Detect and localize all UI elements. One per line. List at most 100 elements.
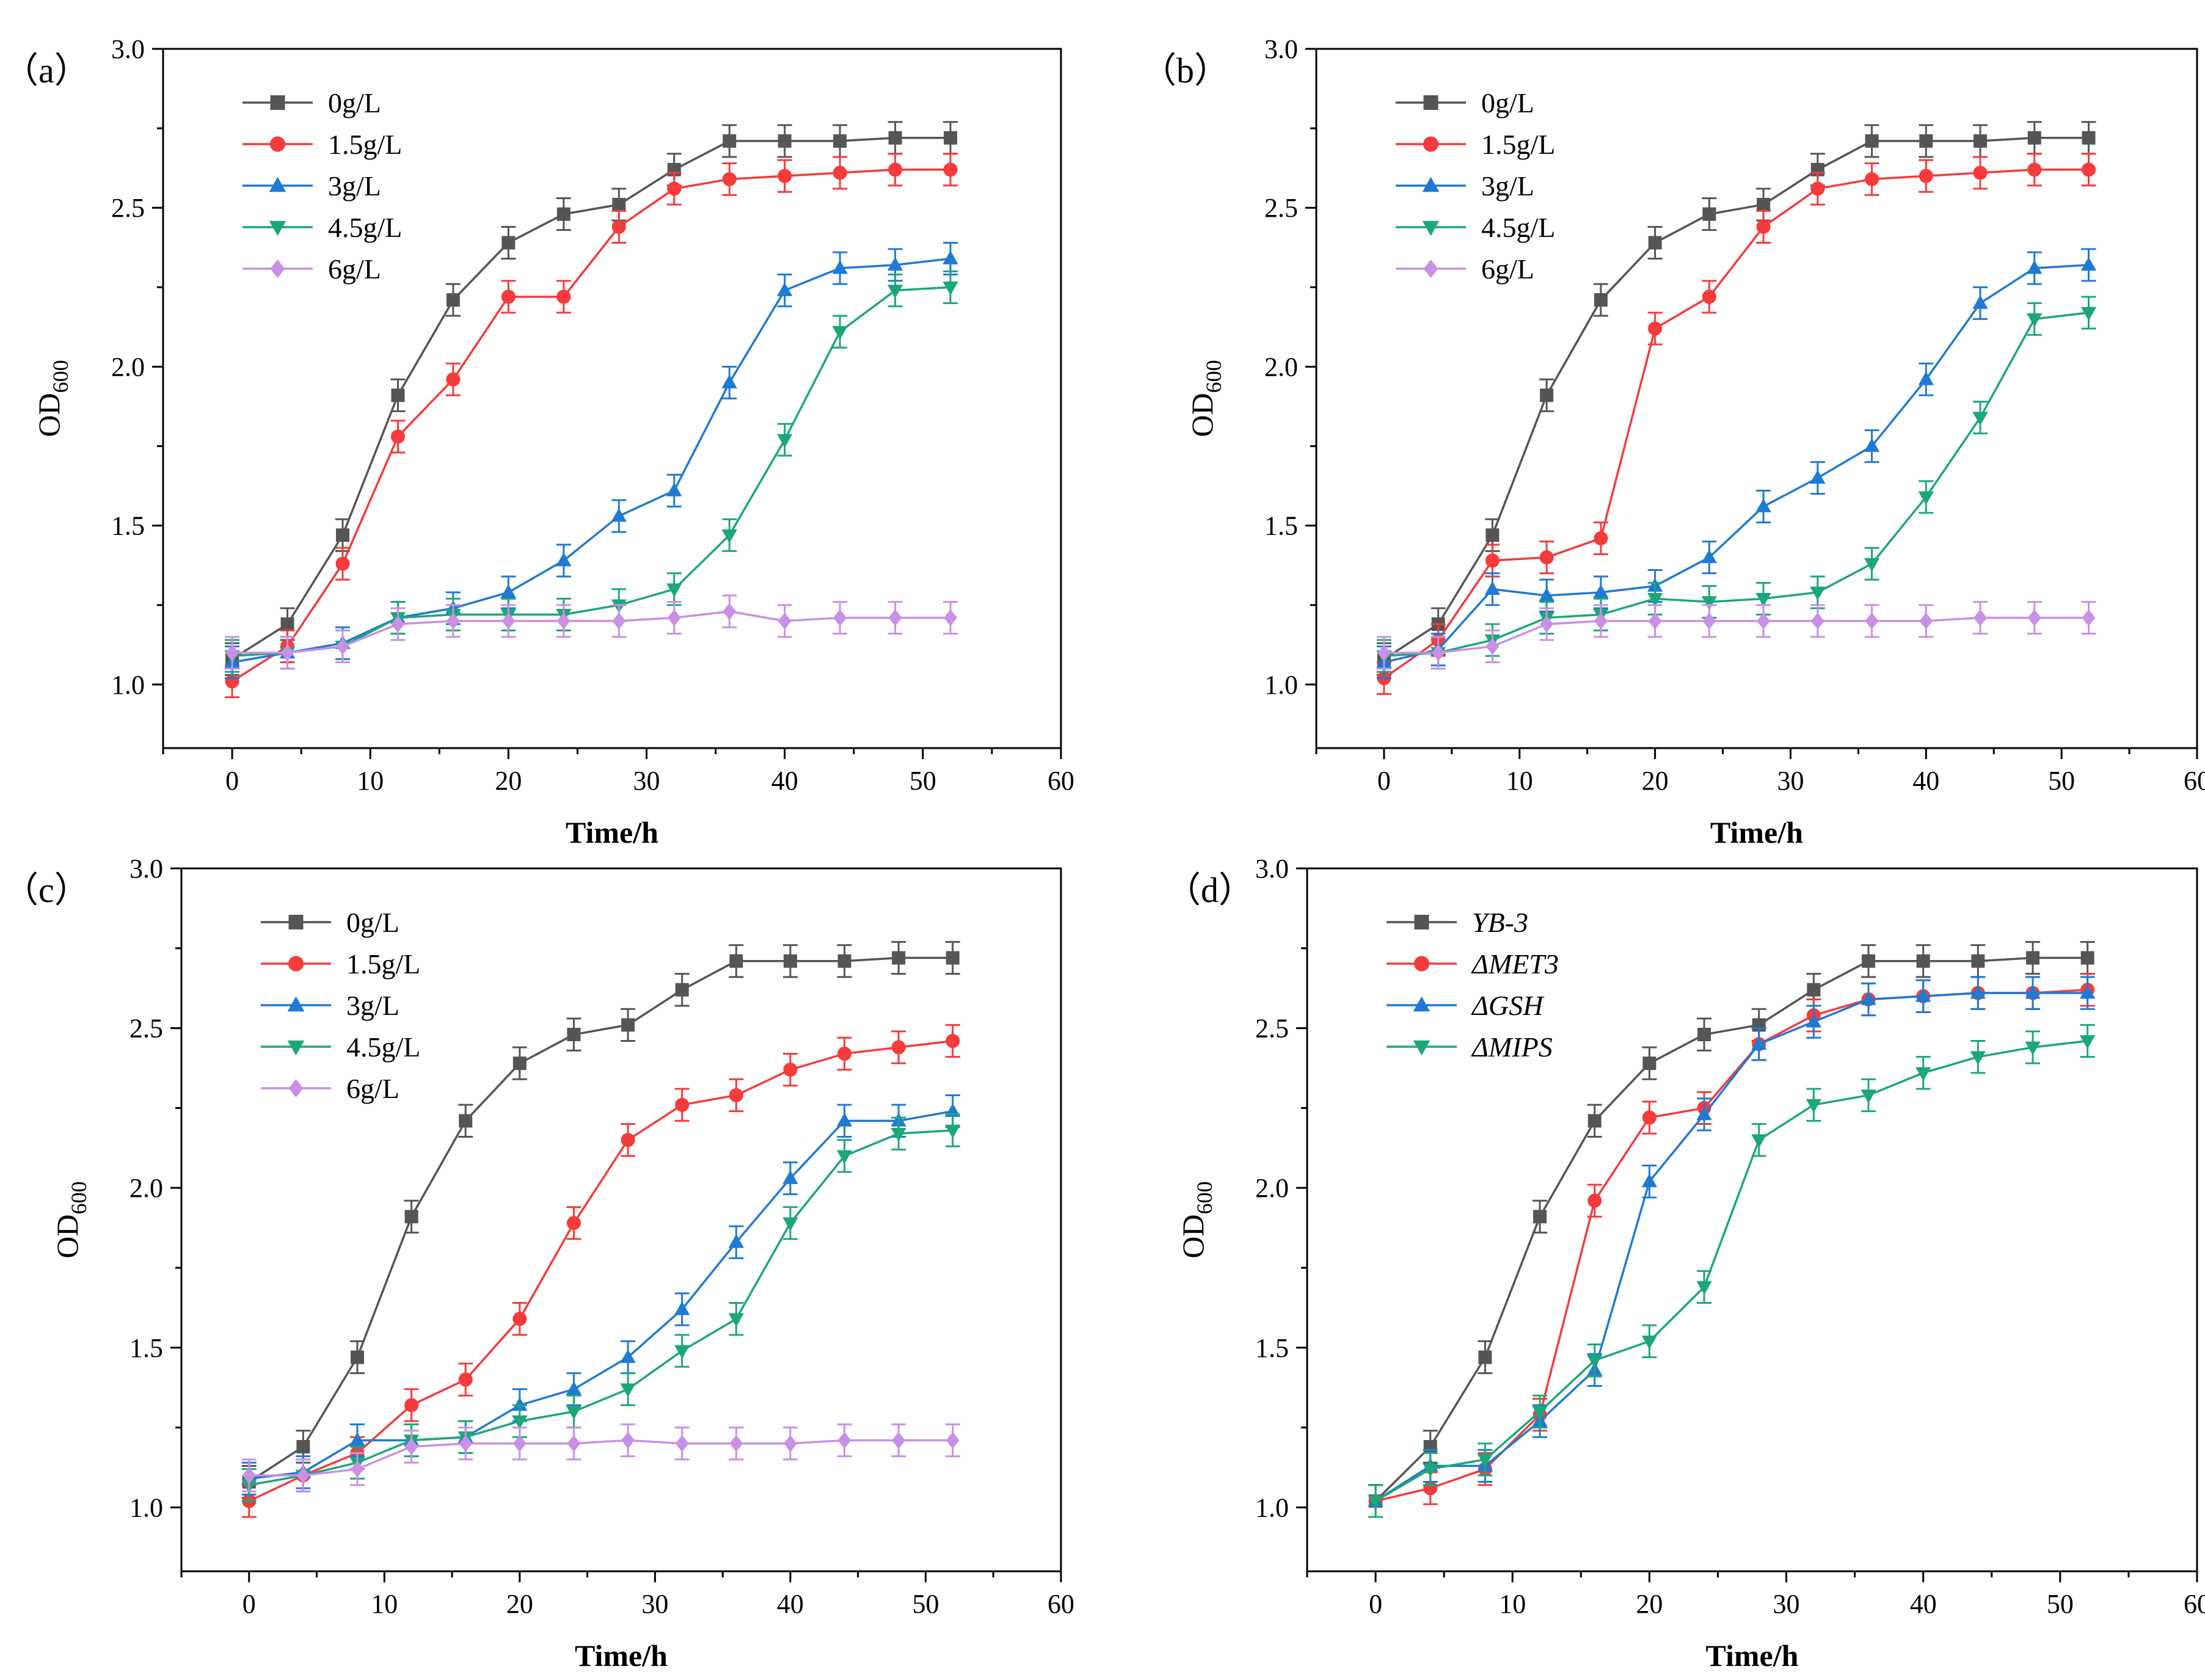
data-point (782, 1217, 798, 1231)
legend-marker (287, 1040, 305, 1056)
data-point (721, 529, 737, 544)
chart-panel: （c） 0 10 20 30 40 50 60 1.0 1.5 2.0 2.5 3.0 Time/h OD6… (3, 854, 1074, 1673)
data-point (832, 260, 848, 274)
data-point (833, 165, 847, 180)
data-point (1702, 613, 1716, 630)
legend-marker (269, 176, 286, 192)
series-line (249, 1439, 953, 1477)
data-point (837, 954, 851, 968)
x-tick-label: 0 (242, 1589, 256, 1619)
data-point (566, 1216, 581, 1231)
series-line (1374, 956, 2088, 1502)
series-line (1375, 1039, 2088, 1502)
data-point (1642, 1110, 1656, 1125)
data-point (621, 1133, 635, 1147)
data-point (1696, 1281, 1712, 1295)
data-point (2027, 609, 2041, 627)
data-point (891, 1040, 906, 1055)
data-point (675, 1435, 689, 1452)
series-line (1375, 989, 2088, 1502)
data-point (404, 1438, 418, 1455)
x-tick-label: 0 (1369, 1589, 1382, 1619)
plot-frame (1306, 867, 2198, 1573)
data-point (891, 1127, 906, 1142)
data-point (1810, 586, 1826, 601)
data-point (1810, 181, 1825, 196)
data-point (1757, 613, 1771, 630)
x-tick-label: 20 (1636, 1589, 1663, 1619)
data-point (1533, 1210, 1547, 1224)
x-tick-label: 60 (1048, 766, 1074, 796)
series-line (1383, 169, 2089, 679)
legend-label: 1.5g/L (1481, 129, 1555, 160)
y-tick-label: 1.0 (129, 1493, 163, 1522)
legend-label: 4.5g/L (328, 212, 402, 243)
y-axis-label: OD600 (1176, 1181, 1217, 1258)
y-tick-label: 2.5 (129, 1014, 163, 1044)
data-point (887, 285, 903, 299)
y-tick-label: 2.5 (111, 193, 145, 223)
data-point (1972, 295, 1988, 309)
legend-label: 6g/L (346, 1073, 399, 1104)
data-point (620, 1383, 636, 1397)
data-point (621, 1018, 635, 1032)
data-point (1647, 593, 1663, 607)
data-point (556, 613, 570, 630)
series-line (1375, 992, 2088, 1502)
data-point (390, 429, 406, 444)
legend-marker (1422, 220, 1440, 236)
data-point (1702, 207, 1716, 221)
data-point (1532, 1406, 1548, 1420)
data-point (2080, 307, 2097, 321)
series-line (231, 169, 951, 683)
data-point (336, 528, 349, 542)
legend-label: 1.5g/L (328, 129, 402, 160)
x-tick-label: 50 (909, 766, 936, 796)
data-point (512, 1397, 528, 1411)
data-point (404, 1210, 418, 1224)
legend-marker (269, 136, 286, 152)
data-point (1697, 1028, 1711, 1042)
legend-label: 6g/L (328, 253, 381, 285)
data-point (1861, 1089, 1876, 1104)
data-point (945, 1124, 961, 1139)
data-point (944, 609, 958, 627)
x-tick-label: 50 (2048, 766, 2075, 796)
legend-label: 0g/L (346, 907, 399, 938)
data-point (778, 613, 792, 630)
data-point (1594, 531, 1608, 546)
data-point (2027, 313, 2043, 327)
data-point (833, 609, 847, 627)
data-point (783, 1063, 798, 1077)
data-point (946, 951, 960, 965)
data-point (1919, 134, 1933, 148)
series (241, 1113, 961, 1502)
chart-panel: （b） 0 10 20 30 40 50 60 1.0 1.5 2.0 2.5 3.0 Time/h OD6… (1141, 34, 2205, 849)
data-point (837, 1431, 851, 1449)
data-point (1594, 613, 1608, 630)
legend-marker (288, 956, 304, 972)
data-point (1864, 438, 1880, 452)
series (1368, 1024, 2096, 1518)
data-point (611, 219, 626, 235)
legend-marker (1422, 176, 1440, 192)
data-point (512, 1415, 528, 1430)
series (241, 1024, 960, 1518)
data-point (1485, 638, 1500, 655)
data-point (556, 552, 572, 567)
data-point (500, 584, 517, 598)
data-point (404, 1398, 419, 1413)
data-point (225, 644, 239, 661)
series (225, 121, 958, 676)
legend-marker (288, 1079, 304, 1097)
data-point (566, 1406, 582, 1420)
series (224, 241, 958, 679)
data-point (501, 613, 516, 630)
data-point (1970, 984, 1986, 999)
data-point (1751, 1036, 1767, 1050)
data-point (943, 162, 958, 177)
series (1376, 248, 2097, 679)
y-tick-label: 1.0 (1264, 670, 1298, 700)
x-tick-label: 60 (2184, 1589, 2205, 1619)
chart-panel: （a） 0 10 20 30 40 50 60 1.0 1.5 2.0 2.5 3.0 Time/h OD6… (3, 34, 1074, 849)
